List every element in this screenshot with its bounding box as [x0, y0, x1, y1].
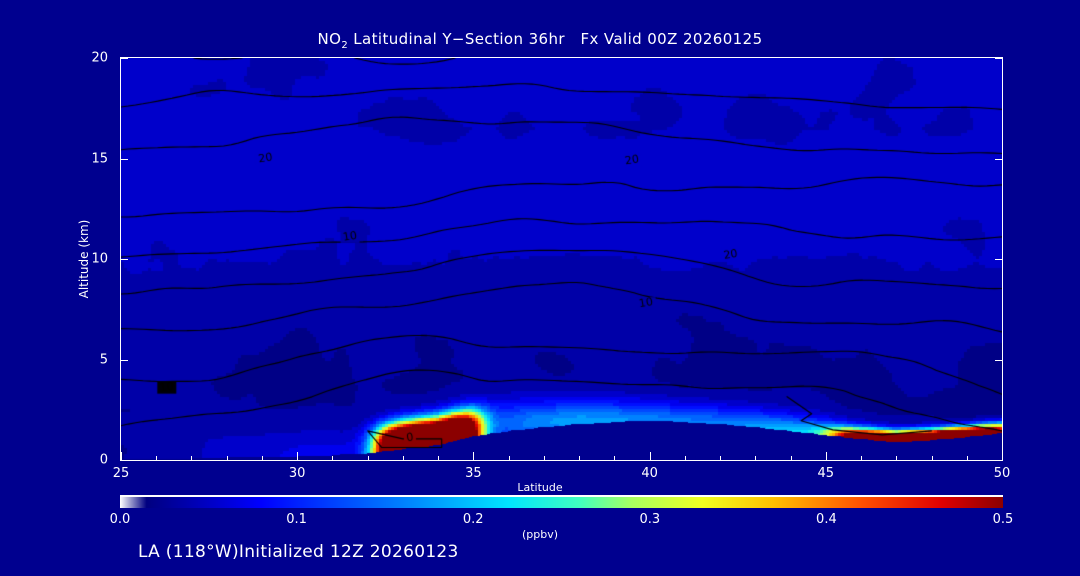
x-tick-mark: [755, 456, 757, 461]
y-tick-mark: [121, 158, 128, 160]
x-tick-mark: [156, 456, 158, 461]
y-tick-mark: [995, 259, 1002, 260]
y-tick-mark: [121, 259, 128, 260]
y-tick-label: 20: [91, 50, 108, 66]
no2-cross-section-heatmap: [121, 58, 1002, 460]
x-tick-mark: [402, 456, 404, 461]
colorbar-tick-label: 0.4: [816, 512, 837, 527]
y-tick-mark: [995, 158, 1002, 160]
y-tick-mark: [121, 359, 128, 361]
colorbar-tick-label: 0.0: [109, 512, 131, 527]
y-tick-mark: [121, 58, 128, 59]
title-species: NO: [317, 30, 342, 48]
x-tick-label: 30: [288, 466, 306, 481]
x-tick-mark: [966, 456, 968, 461]
x-tick-mark: [121, 452, 122, 461]
x-tick-mark: [226, 456, 228, 461]
footer-caption: LA (118°W)Initialized 12Z 20260123: [138, 542, 459, 562]
y-tick-mark: [995, 460, 1002, 461]
x-tick-mark: [1002, 452, 1003, 461]
y-tick-mark: [995, 359, 1002, 361]
x-tick-mark: [896, 456, 898, 461]
y-axis-label: Altitude (km): [77, 219, 91, 299]
x-tick-mark: [367, 456, 369, 461]
x-tick-mark: [543, 456, 545, 461]
x-axis-label: Latitude: [517, 481, 563, 494]
x-tick-mark: [508, 456, 510, 461]
x-tick-mark: [790, 456, 792, 461]
x-tick-mark: [649, 452, 651, 461]
x-tick-mark: [825, 452, 827, 461]
x-tick-label: 45: [817, 466, 835, 481]
title-subscript: 2: [341, 40, 349, 51]
y-tick-mark: [995, 58, 1002, 59]
y-tick-label: 10: [91, 251, 108, 267]
x-tick-mark: [684, 456, 686, 461]
x-tick-mark: [579, 456, 581, 461]
x-tick-mark: [720, 456, 722, 461]
x-tick-label: 40: [641, 466, 658, 481]
x-tick-mark: [861, 456, 863, 461]
x-tick-mark: [614, 456, 616, 461]
x-tick-mark: [261, 456, 263, 461]
colorbar-tick-label: 0.3: [639, 512, 661, 527]
colorbar-tick-label: 0.2: [462, 512, 484, 527]
colorbar: [120, 495, 1003, 508]
colorbar-tick-label: 0.1: [286, 512, 307, 527]
colorbar-tick-label: 0.5: [992, 512, 1014, 527]
y-tick-label: 15: [91, 151, 108, 166]
y-tick-mark: [121, 460, 128, 461]
y-tick-label: 5: [99, 352, 108, 367]
colorbar-gradient: [120, 497, 1003, 508]
x-tick-mark: [297, 452, 299, 461]
x-tick-mark: [931, 456, 933, 461]
plot-area: [120, 57, 1003, 461]
x-tick-label: 25: [112, 466, 130, 481]
x-tick-label: 50: [993, 466, 1011, 481]
x-tick-mark: [332, 456, 334, 461]
x-tick-label: 35: [465, 466, 482, 481]
y-tick-label: 0: [99, 452, 108, 468]
x-tick-mark: [191, 456, 193, 461]
x-tick-mark: [438, 456, 440, 461]
title-text: Latitudinal Y−Section 36hr Fx Valid 00Z …: [348, 30, 763, 48]
chart-title: NO2 Latitudinal Y−Section 36hr Fx Valid …: [0, 30, 1080, 51]
colorbar-units-label: (ppbv): [521, 528, 559, 541]
x-tick-mark: [473, 452, 475, 461]
